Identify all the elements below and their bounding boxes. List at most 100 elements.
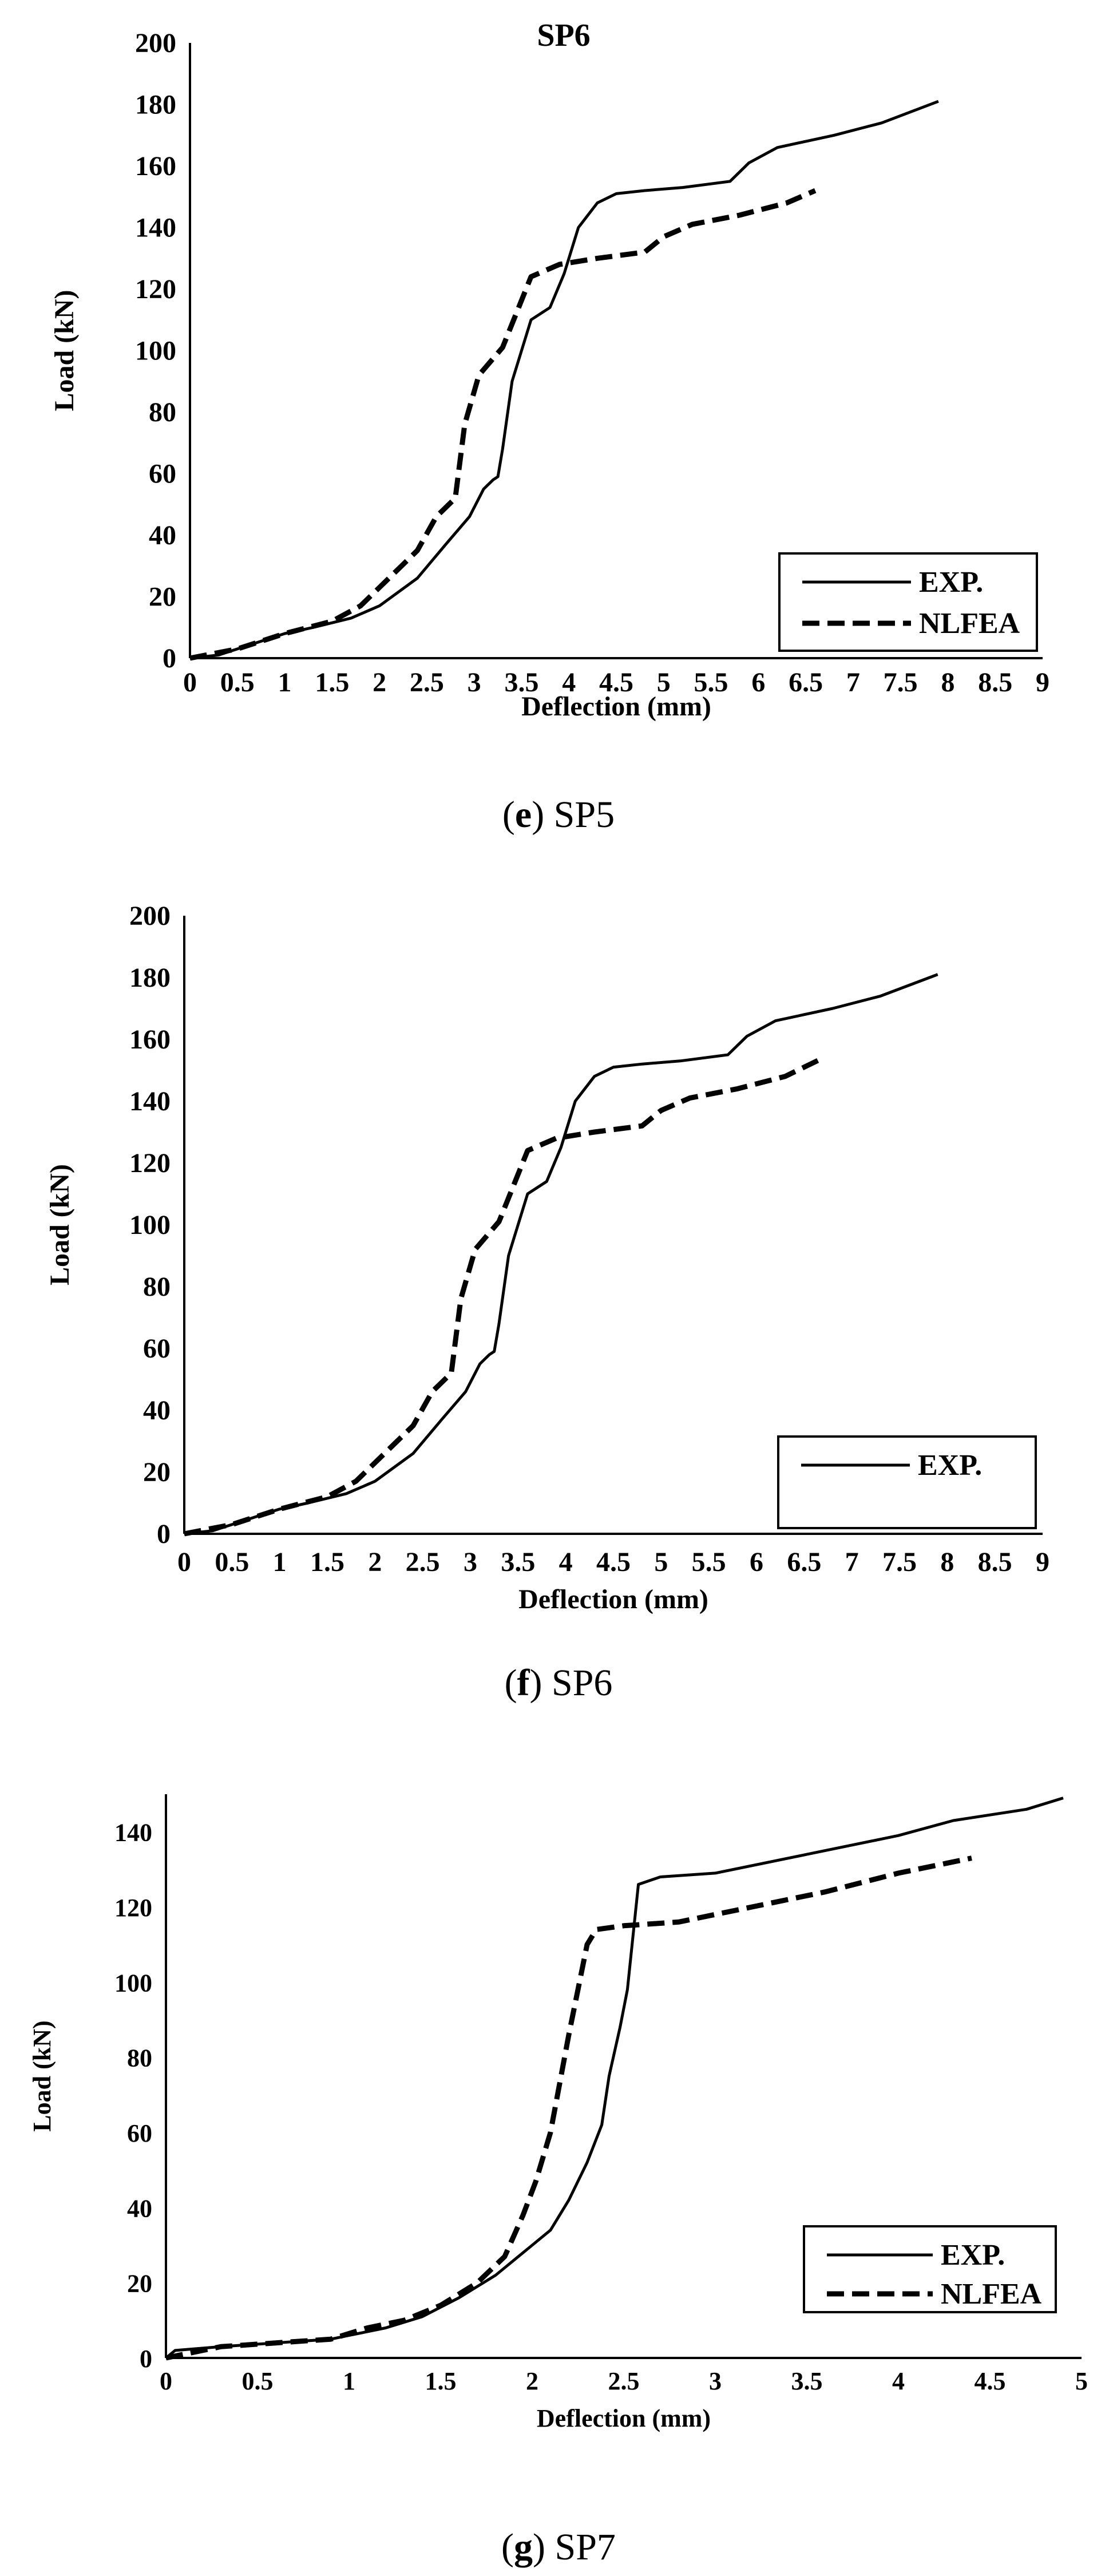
series-line-nlfea (165, 1855, 972, 2361)
x-tick-label: 2.5 (608, 2367, 640, 2395)
x-tick-label: 5 (657, 667, 671, 698)
x-tick-label: 8 (941, 667, 954, 698)
legend-label: NLFEA (919, 607, 1020, 640)
y-tick-label: 200 (129, 901, 171, 931)
x-tick-label: 7.5 (884, 667, 918, 698)
y-tick-label: 80 (143, 1272, 171, 1302)
x-tick-label: 3.5 (504, 667, 538, 698)
x-tick-label: 4.5 (975, 2367, 1006, 2395)
x-axis-label: Deflection (mm) (537, 2404, 711, 2432)
y-tick-label: 140 (135, 213, 176, 243)
legend-label: EXP. (918, 1449, 982, 1482)
y-tick-label: 60 (127, 2119, 152, 2147)
x-tick-label: 5 (1075, 2367, 1088, 2395)
y-tick-label: 100 (114, 1969, 152, 1997)
legend-box (778, 552, 1038, 652)
caption-g: (g) SP7 (501, 2526, 616, 2568)
legend-label: EXP. (941, 2239, 1005, 2272)
y-tick-label: 20 (143, 1457, 171, 1487)
caption-f-text: SP6 (552, 1662, 612, 1704)
y-tick-label: 180 (135, 90, 176, 120)
x-tick-label: 4 (562, 667, 576, 698)
x-tick-label: 1 (343, 2367, 355, 2395)
chart-panel-e: 0 0.5 1 1.5 2 2.5 3 3.5 4 4.5 5 5.5 6 6.5 7 7.5 8 8.5 9 0 20… (49, 18, 1049, 722)
x-tick-label: 9 (1036, 1547, 1049, 1577)
x-tick-label: 3 (464, 1547, 477, 1577)
caption-g-text: SP7 (555, 2526, 616, 2568)
x-tick-label: 5.5 (692, 1547, 726, 1577)
x-tick-label: 3 (709, 2367, 722, 2395)
x-axis-label: Deflection (mm) (521, 691, 711, 722)
x-tick-label: 7 (845, 1547, 859, 1577)
x-tick-label: 5.5 (694, 667, 728, 698)
y-tick-label: 100 (135, 336, 176, 366)
chart-panel-g: 0 0.5 1 1.5 2 2.5 3 3.5 4 4.5 5 0 20 40 60 80 100 120 140 D… (28, 1794, 1088, 2432)
y-tick-label: 0 (163, 643, 176, 674)
chart-title: SP6 (537, 18, 590, 53)
x-tick-label: 2.5 (406, 1547, 440, 1577)
y-tick-label: 180 (129, 963, 171, 993)
x-tick-label: 4.5 (599, 667, 633, 698)
series-line-nlfea (189, 188, 817, 661)
x-tick-label: 0.5 (215, 1547, 249, 1577)
series-line-exp (165, 1797, 1064, 2359)
y-tick-label: 60 (149, 459, 176, 489)
x-tick-label: 9 (1036, 667, 1049, 698)
x-tick-label: 2 (368, 1547, 382, 1577)
x-tick-label: 0 (177, 1547, 191, 1577)
y-tick-label: 40 (143, 1395, 171, 1426)
y-axis-label: Load (kN) (45, 1164, 75, 1285)
chart-panel-f: 0 0.5 1 1.5 2 2.5 3 3.5 4 4.5 5 5.5 6 6.5 7 7.5 8 8.5 9 0 20… (45, 901, 1049, 1615)
caption-f: (f) SP6 (505, 1662, 613, 1704)
y-axis-label: Load (kN) (28, 2020, 56, 2131)
y-tick-label: 140 (114, 1819, 152, 1847)
x-tick-label: 0 (160, 2367, 172, 2395)
y-tick-label: 120 (129, 1148, 171, 1178)
y-tick-label: 120 (114, 1894, 152, 1922)
x-tick-label: 3.5 (501, 1547, 535, 1577)
x-tick-label: 7 (846, 667, 860, 698)
x-tick-label: 6.5 (787, 1547, 821, 1577)
x-tick-label: 2 (373, 667, 386, 698)
y-tick-label: 40 (127, 2194, 152, 2222)
x-tick-label: 1 (273, 1547, 287, 1577)
caption-e-letter: e (515, 794, 532, 836)
legend-box (777, 1435, 1037, 1529)
x-tick-label: 1 (278, 667, 292, 698)
x-tick-label: 6 (751, 667, 765, 698)
x-tick-label: 7.5 (882, 1547, 917, 1577)
caption-f-letter: f (517, 1662, 530, 1704)
y-tick-label: 40 (149, 520, 176, 551)
y-tick-label: 20 (149, 582, 176, 612)
y-tick-label: 80 (149, 397, 176, 428)
x-tick-label: 5 (654, 1547, 668, 1577)
y-tick-label: 0 (140, 2345, 152, 2373)
y-tick-label: 100 (129, 1210, 171, 1240)
y-tick-label: 160 (129, 1024, 171, 1055)
x-tick-label: 0 (183, 667, 197, 698)
y-axis-label: Load (kN) (49, 290, 80, 411)
caption-g-letter: g (514, 2526, 533, 2568)
x-tick-label: 1.5 (425, 2367, 457, 2395)
x-tick-label: 2 (526, 2367, 538, 2395)
legend-label: EXP. (919, 566, 983, 599)
y-tick-label: 140 (129, 1086, 171, 1117)
x-tick-label: 6 (750, 1547, 763, 1577)
y-tick-label: 160 (135, 151, 176, 181)
caption-e: (e) SP5 (502, 794, 615, 836)
x-tick-label: 3 (468, 667, 481, 698)
legend-box (803, 2225, 1057, 2313)
x-axis-label: Deflection (mm) (518, 1584, 708, 1615)
x-tick-label: 4 (892, 2367, 905, 2395)
x-tick-label: 0.5 (220, 667, 255, 698)
legend-label: NLFEA (941, 2278, 1042, 2310)
y-tick-label: 60 (143, 1333, 171, 1364)
series-line-nlfea (184, 1055, 825, 1537)
x-tick-label: 0.5 (242, 2367, 274, 2395)
y-tick-label: 20 (127, 2270, 152, 2298)
x-tick-label: 2.5 (410, 667, 444, 698)
series-line-exp (184, 973, 938, 1536)
x-tick-label: 8.5 (978, 667, 1012, 698)
x-tick-label: 4 (559, 1547, 573, 1577)
